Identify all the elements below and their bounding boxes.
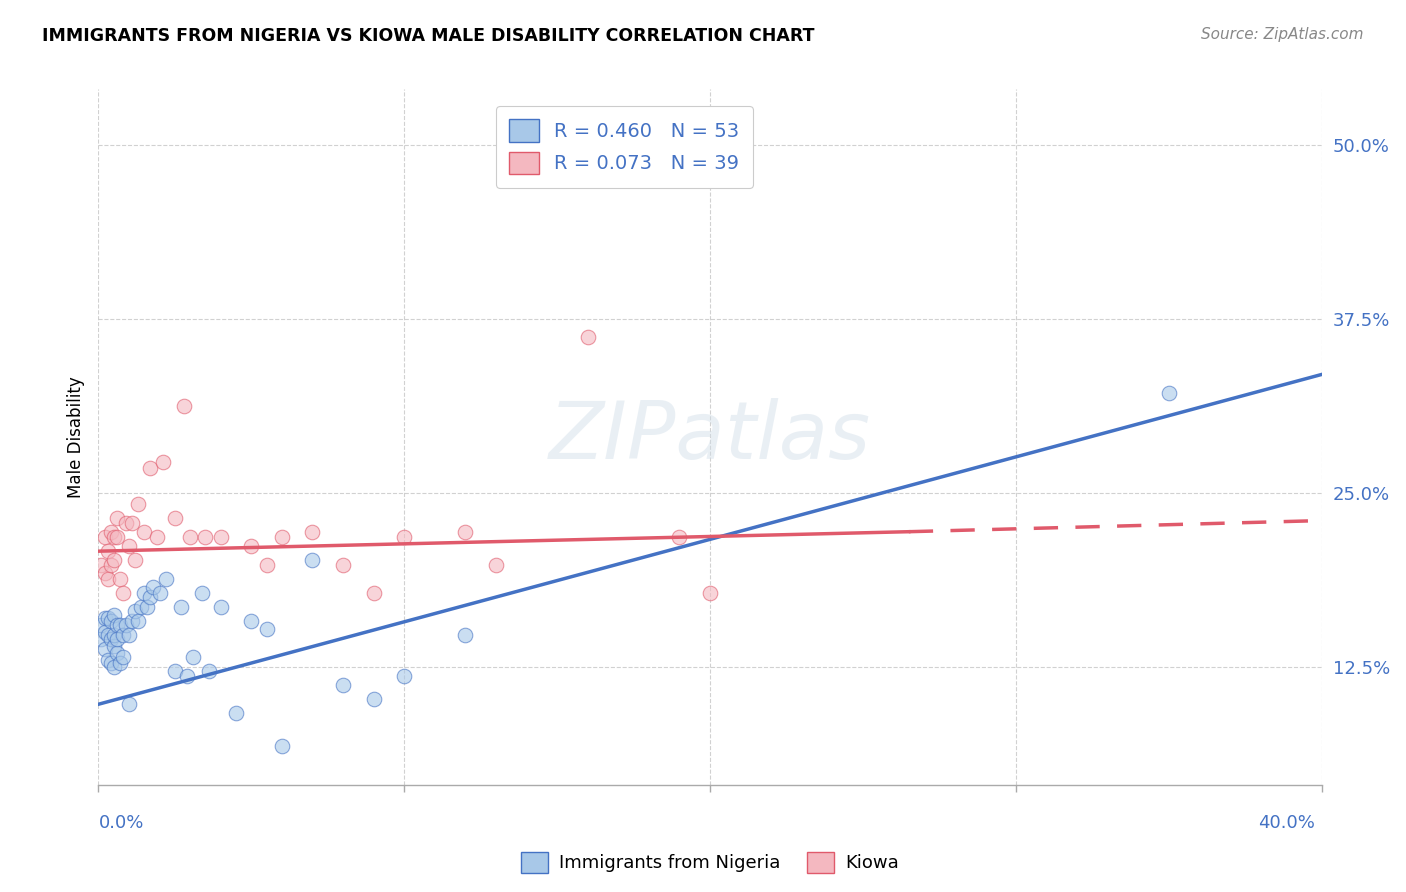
Text: IMMIGRANTS FROM NIGERIA VS KIOWA MALE DISABILITY CORRELATION CHART: IMMIGRANTS FROM NIGERIA VS KIOWA MALE DI…: [42, 27, 814, 45]
Point: [100, 558, 122, 573]
Point: [108, 572, 131, 586]
Point: [127, 614, 149, 628]
Point: [103, 552, 125, 566]
Point: [485, 558, 508, 573]
Point: [301, 552, 323, 566]
Point: [111, 628, 134, 642]
Point: [103, 639, 125, 653]
Point: [97, 572, 120, 586]
Point: [118, 539, 141, 553]
Point: [197, 664, 219, 678]
Point: [194, 530, 217, 544]
Point: [149, 586, 172, 600]
Point: [100, 656, 122, 670]
Point: [105, 646, 128, 660]
Point: [105, 618, 128, 632]
Point: [181, 649, 204, 664]
Y-axis label: Male Disability: Male Disability: [66, 376, 84, 498]
Point: [134, 524, 156, 539]
Point: [225, 706, 247, 720]
Point: [100, 524, 122, 539]
Point: [155, 572, 177, 586]
Point: [93, 624, 115, 639]
Point: [90, 558, 112, 573]
Point: [93, 641, 115, 656]
Point: [363, 691, 385, 706]
Point: [97, 628, 120, 642]
Point: [301, 524, 323, 539]
Point: [145, 530, 167, 544]
Point: [136, 599, 159, 614]
Point: [97, 544, 120, 558]
Point: [179, 530, 201, 544]
Point: [576, 330, 599, 344]
Point: [124, 604, 146, 618]
Point: [454, 524, 477, 539]
Point: [134, 586, 156, 600]
Point: [93, 611, 115, 625]
Text: 0.0%: 0.0%: [98, 814, 143, 832]
Point: [108, 618, 131, 632]
Point: [115, 516, 138, 531]
Point: [191, 586, 214, 600]
Text: 40.0%: 40.0%: [1258, 814, 1315, 832]
Point: [111, 586, 134, 600]
Point: [176, 669, 198, 683]
Point: [93, 530, 115, 544]
Point: [103, 628, 125, 642]
Point: [108, 656, 131, 670]
Point: [118, 628, 141, 642]
Point: [270, 739, 292, 753]
Point: [121, 614, 143, 628]
Text: ZIPatlas: ZIPatlas: [548, 398, 872, 476]
Point: [127, 497, 149, 511]
Point: [332, 678, 354, 692]
Point: [209, 599, 232, 614]
Point: [392, 530, 416, 544]
Point: [163, 510, 186, 524]
Point: [111, 649, 134, 664]
Point: [170, 599, 193, 614]
Point: [256, 558, 278, 573]
Point: [103, 530, 125, 544]
Point: [454, 628, 477, 642]
Point: [139, 590, 162, 604]
Point: [105, 632, 128, 646]
Point: [97, 611, 120, 625]
Point: [103, 608, 125, 623]
Point: [152, 455, 174, 469]
Point: [363, 586, 385, 600]
Text: Source: ZipAtlas.com: Source: ZipAtlas.com: [1201, 27, 1364, 42]
Point: [124, 552, 146, 566]
Point: [270, 530, 292, 544]
Point: [392, 669, 416, 683]
Point: [118, 698, 141, 712]
Point: [1157, 385, 1180, 400]
Point: [699, 172, 721, 186]
Point: [103, 659, 125, 673]
Point: [173, 400, 195, 414]
Point: [105, 510, 128, 524]
Point: [90, 618, 112, 632]
Point: [93, 566, 115, 581]
Point: [699, 586, 721, 600]
Legend: Immigrants from Nigeria, Kiowa: Immigrants from Nigeria, Kiowa: [512, 843, 908, 881]
Point: [90, 632, 112, 646]
Point: [163, 664, 186, 678]
Point: [100, 632, 122, 646]
Point: [256, 622, 278, 636]
Point: [332, 558, 354, 573]
Point: [129, 599, 152, 614]
Point: [97, 653, 120, 667]
Point: [115, 618, 138, 632]
Point: [668, 530, 690, 544]
Point: [105, 530, 128, 544]
Point: [139, 460, 162, 475]
Point: [209, 530, 232, 544]
Point: [121, 516, 143, 531]
Point: [100, 614, 122, 628]
Point: [240, 539, 263, 553]
Point: [240, 614, 263, 628]
Point: [142, 580, 165, 594]
